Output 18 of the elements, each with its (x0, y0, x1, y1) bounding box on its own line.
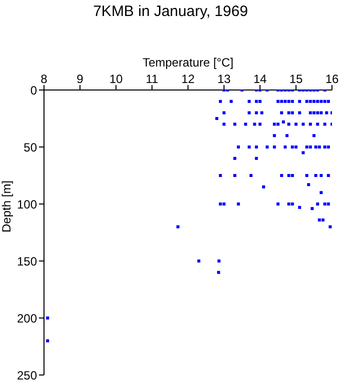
y-tick-label: 150 (16, 254, 38, 268)
chart-title: 7KMB in January, 1969 (92, 3, 249, 20)
y-tick-label: 0 (30, 83, 38, 98)
x-tick-label: 12 (181, 72, 195, 86)
x-axis-title: Temperature [°C] (142, 56, 234, 70)
x-tick-label: 8 (40, 72, 48, 86)
x-tick-label: 15 (289, 72, 303, 86)
x-tick-label: 13 (217, 72, 231, 86)
y-tick-label: 50 (24, 140, 38, 154)
x-tick-label: 10 (109, 72, 123, 86)
x-tick-label: 11 (146, 72, 159, 86)
y-tick-label: 100 (16, 197, 38, 212)
y-axis-title: Depth [m] (0, 180, 14, 232)
y-tick-label: 250 (16, 368, 38, 382)
y-tick-label: 200 (16, 311, 38, 326)
x-tick-label: 16 (325, 72, 339, 86)
x-tick-label: 14 (253, 72, 267, 86)
x-tick-label: 9 (76, 72, 84, 86)
